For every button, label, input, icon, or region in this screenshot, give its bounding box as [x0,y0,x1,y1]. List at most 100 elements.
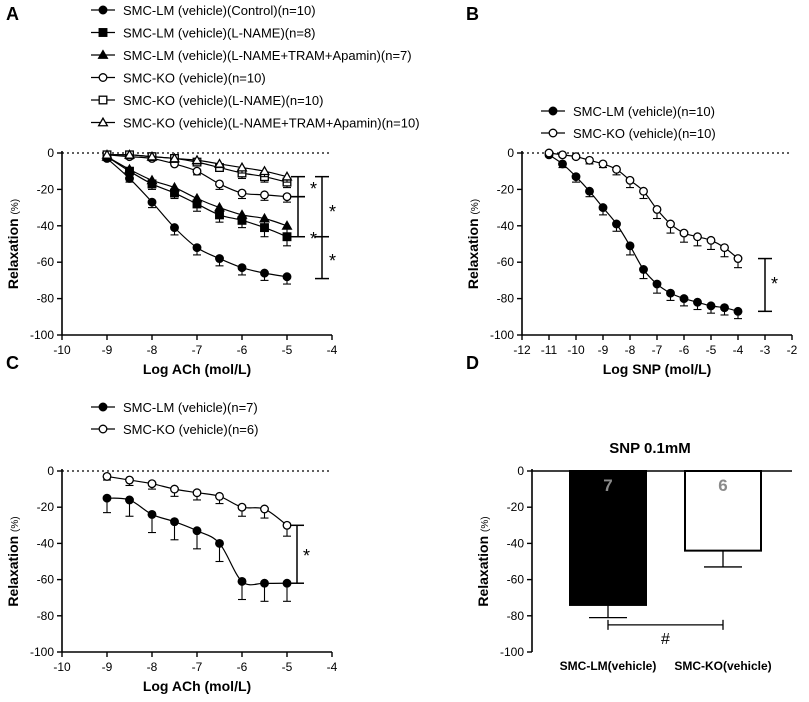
data-point [585,186,594,196]
data-point [639,186,648,196]
x-category-label: SMC-LM(vehicle) [560,659,657,673]
data-point [666,288,675,298]
x-tick-label: -4 [327,343,338,357]
data-point [169,181,180,192]
x-tick-label: -6 [237,343,248,357]
y-tick-label: -40 [507,536,525,550]
legend-marker [98,28,108,37]
y-tick-label: 0 [47,464,54,478]
y-tick-label: -100 [30,328,54,342]
data-point [625,175,635,185]
bar-n-label: 7 [603,476,612,495]
legend-marker [97,49,109,59]
series-group [101,149,293,183]
y-tick-label: -20 [497,182,515,196]
data-point [625,241,635,251]
data-point [237,188,247,198]
y-axis-label: Relaxation (%) [465,199,481,289]
y-tick-label: -40 [37,219,55,233]
x-tick-label: -3 [760,343,771,357]
y-tick-label: -20 [37,182,55,196]
data-point [192,166,202,176]
data-point [282,520,292,530]
x-tick-label: -2 [787,343,798,357]
data-point [170,484,179,494]
x-tick-label: -7 [652,343,663,357]
legend-entry: SMC-KO (vehicle)(n=10) [123,71,266,86]
data-point [666,219,675,229]
data-point [237,502,247,512]
x-tick-label: -5 [282,660,293,674]
data-point [558,159,567,169]
data-point [652,279,662,289]
bar [684,470,762,552]
legend-marker [98,424,108,434]
y-tick-label: -60 [497,255,515,269]
legend-marker [548,106,558,116]
data-point [101,149,113,159]
significance-star: * [310,179,317,199]
data-point [237,576,247,586]
y-tick-label: -80 [507,609,525,623]
x-tick-label: -9 [598,343,609,357]
x-tick-label: -6 [679,343,690,357]
x-tick-label: -8 [625,343,636,357]
data-point [124,149,135,159]
data-point [146,174,158,185]
y-tick-label: -100 [500,645,524,659]
legend-entry: SMC-KO (vehicle)(L-NAME+TRAM+Apamin)(n=1… [123,116,420,131]
significance-star: * [329,202,336,222]
legend-marker [98,73,108,82]
legend-entry: SMC-LM (vehicle)(n=7) [123,400,258,415]
legend-entry: SMC-LM (vehicle)(L-NAME+TRAM+Apamin)(n=7… [123,48,412,63]
data-point [192,526,202,536]
data-point [706,235,716,245]
data-point [125,495,134,505]
y-tick-label: -20 [37,500,55,514]
significance-star: * [329,251,336,271]
data-point [125,174,134,183]
y-tick-label: -60 [37,573,55,587]
x-tick-label: -6 [237,660,248,674]
x-axis-label: Log ACh (mol/L) [143,678,251,694]
data-point [259,212,270,223]
data-point [571,172,581,182]
data-point [652,204,662,214]
y-axis-label: Relaxation (%) [475,516,491,606]
data-point [192,243,202,253]
data-point [259,165,270,176]
legend-entry: SMC-LM (vehicle)(L-NAME)(n=8) [123,26,316,41]
x-tick-label: -4 [733,343,744,357]
data-point [170,223,179,233]
series-group [102,471,292,537]
y-axis-label: Relaxation (%) [5,516,21,606]
x-axis-label: Log ACh (mol/L) [143,361,251,377]
data-point [612,219,621,229]
significance-hash: # [661,631,670,648]
data-point [215,179,224,189]
series-group [544,148,743,269]
series-group [544,150,743,320]
data-point [236,161,248,172]
data-point [282,272,292,282]
panel-letter: D [466,353,479,373]
data-point [147,197,157,207]
x-tick-label: -7 [192,660,203,674]
legend-marker [548,128,558,138]
legend-entry: SMC-LM (vehicle)(n=10) [573,104,715,119]
data-point [612,164,621,174]
x-tick-label: -7 [192,343,203,357]
x-tick-label: -5 [282,343,293,357]
panel-d: D 0 -20 -40 -60 -80 -100 Relaxation (%) SNP 0.1m… [466,353,792,673]
y-tick-label: -80 [37,292,55,306]
x-tick-label: -9 [102,343,113,357]
data-point [260,504,269,514]
data-point [260,190,269,200]
data-point [125,475,134,485]
x-tick-label: -10 [567,343,585,357]
legend-entry: SMC-KO (vehicle)(L-NAME)(n=10) [123,93,323,108]
y-tick-label: 0 [517,464,524,478]
x-tick-label: -10 [53,343,71,357]
data-point [215,254,224,264]
data-point [733,254,743,264]
